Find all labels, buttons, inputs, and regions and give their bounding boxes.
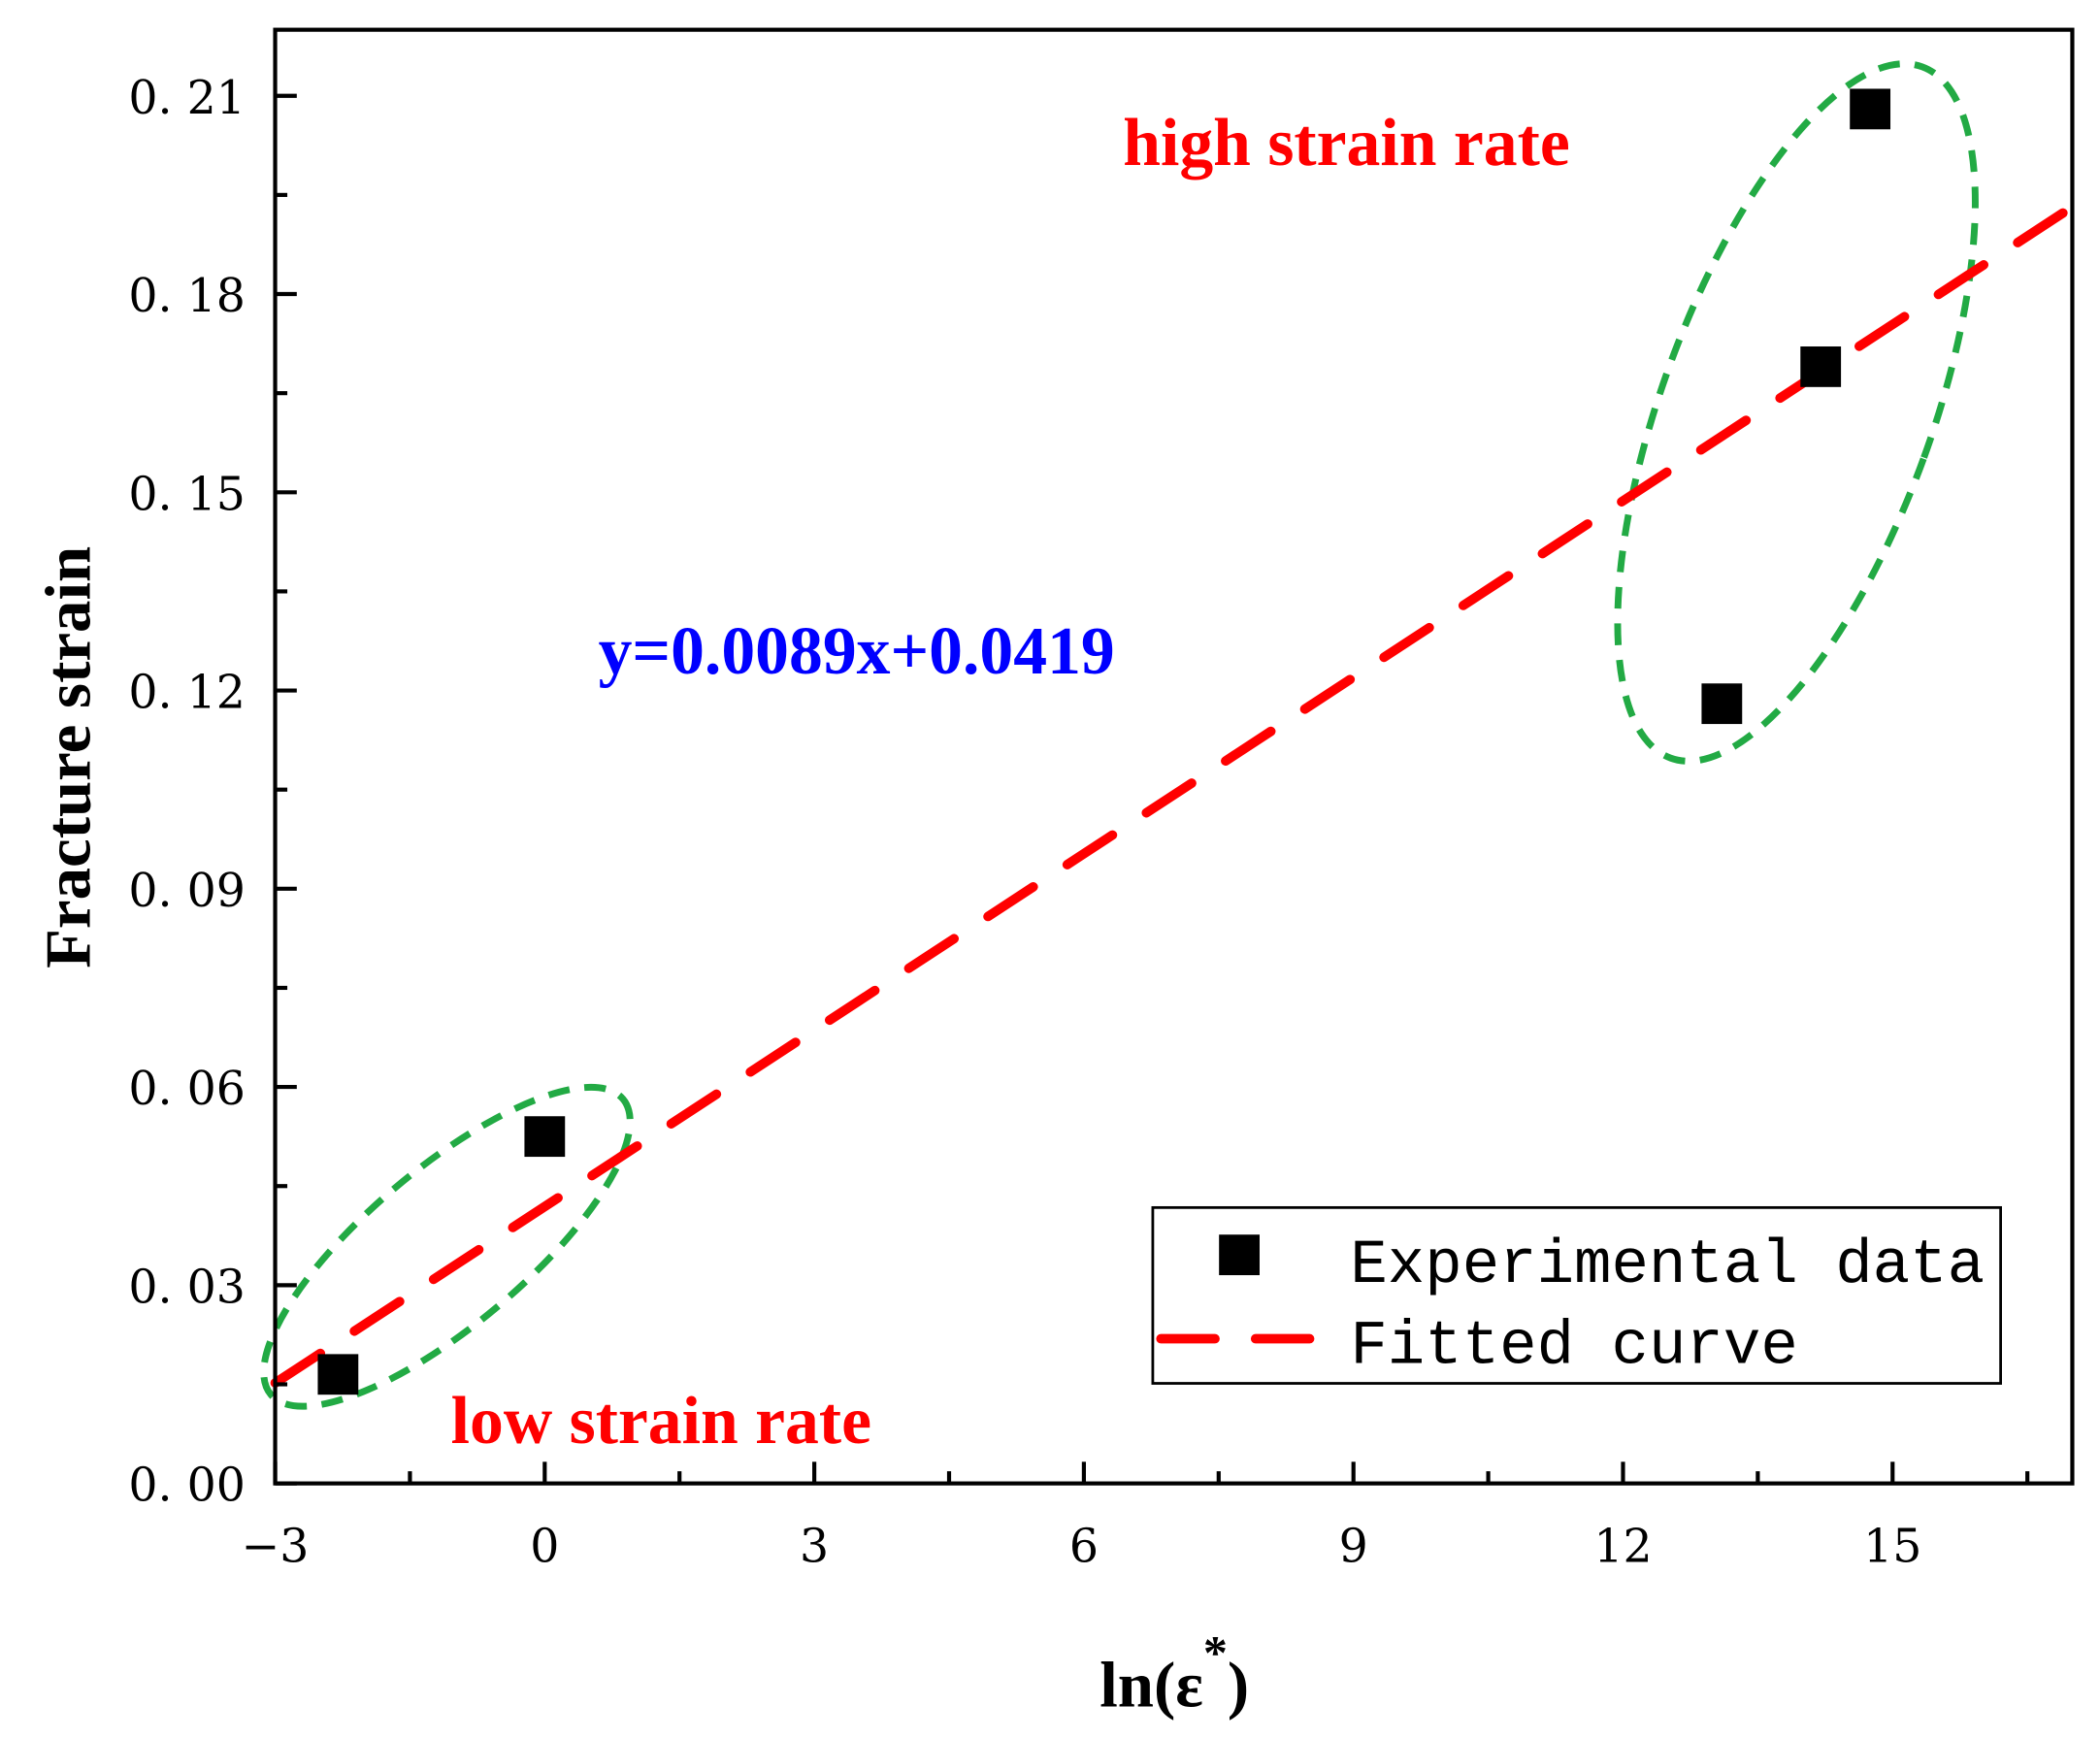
x-tick-label: 9	[1339, 1520, 1368, 1573]
y-tick-label: 0. 03	[128, 1261, 246, 1314]
low-strain-rate-label: low strain rate	[451, 1384, 871, 1459]
legend-marker-square	[1219, 1234, 1260, 1276]
y-axis-label: Fracture strain	[33, 546, 105, 968]
fitted-curve-layer	[270, 202, 2078, 1389]
data-point	[1800, 346, 1842, 387]
legend-label-fitted: Fitted curve	[1350, 1313, 1797, 1383]
y-tick-label: 0. 00	[128, 1460, 246, 1513]
data-point	[317, 1354, 359, 1395]
equation-annotation: y=0.0089x+0.0419	[599, 614, 1115, 689]
high-strain-rate-label: high strain rate	[1123, 106, 1570, 180]
y-tick-label: 0. 21	[128, 72, 246, 125]
x-tick-label: 12	[1593, 1520, 1652, 1573]
x-tick-label: 0	[530, 1520, 559, 1573]
y-axis-ticks: 0. 00 0. 03 0. 06 0. 09 0. 12 0. 15 0. 18 0. 21	[128, 72, 297, 1513]
legend-label-experimental: Experimental data	[1350, 1231, 1985, 1301]
group-ellipses	[260, 60, 1979, 1410]
x-tick-label: 6	[1069, 1520, 1099, 1573]
data-points-layer	[317, 88, 1891, 1395]
x-tick-label: 3	[800, 1520, 829, 1573]
y-tick-label: 0. 18	[128, 270, 246, 323]
y-tick-label: 0. 06	[128, 1063, 246, 1116]
plot-frame	[273, 27, 2075, 1486]
legend: Experimental data Fitted curve	[1151, 1205, 2003, 1385]
data-point	[524, 1116, 566, 1158]
x-tick-label: 15	[1863, 1520, 1921, 1573]
fitted-curve-line	[270, 202, 2078, 1389]
y-tick-label: 0. 15	[128, 468, 246, 521]
data-point	[1701, 683, 1743, 725]
x-tick-label: −3	[242, 1520, 310, 1573]
legend-box	[1151, 1205, 2003, 1385]
x-axis-label: ln(ε*)	[1099, 1625, 1249, 1722]
high-strain-ellipse	[1614, 60, 1979, 765]
y-tick-label: 0. 12	[128, 667, 246, 720]
data-point	[1850, 88, 1891, 130]
low-strain-ellipse	[260, 1083, 634, 1410]
y-tick-label: 0. 09	[128, 865, 246, 918]
x-axis-ticks: −3 0 3 6 9 12 15	[242, 1461, 2030, 1573]
